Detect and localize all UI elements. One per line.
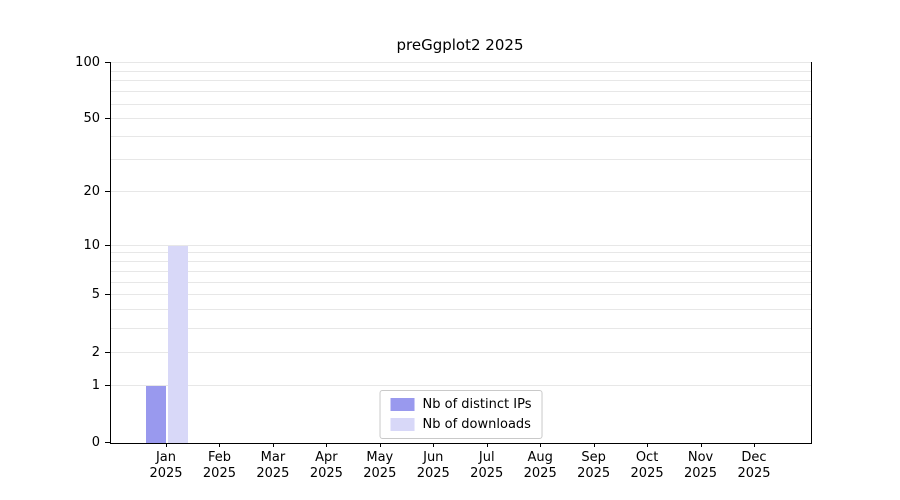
x-tick-year: 2025 xyxy=(737,466,771,481)
x-tick-label: Oct 2025 xyxy=(617,450,677,482)
gridline xyxy=(111,80,811,82)
x-tick-label: Jun 2025 xyxy=(403,450,463,482)
x-tick-label: Dec 2025 xyxy=(724,450,784,482)
y-tick-label: 50 xyxy=(83,111,100,127)
x-tick-year: 2025 xyxy=(149,466,183,481)
gridline xyxy=(111,270,811,272)
x-tick-label: Jul 2025 xyxy=(457,450,517,482)
gridline xyxy=(111,159,811,161)
legend-row: Nb of downloads xyxy=(390,417,532,432)
gridline xyxy=(111,281,811,283)
gridline xyxy=(111,244,811,246)
x-tick-year: 2025 xyxy=(256,466,290,481)
x-tick-label: May 2025 xyxy=(350,450,410,482)
y-tick-mark xyxy=(105,191,110,193)
x-tick-month: Feb xyxy=(207,450,231,465)
x-tick-month: May xyxy=(366,450,394,465)
legend-swatch-icon xyxy=(390,418,415,431)
y-tick-label: 0 xyxy=(91,435,100,450)
x-tick-year: 2025 xyxy=(683,466,718,481)
gridline xyxy=(111,62,811,63)
x-tick-month: Mar xyxy=(260,450,286,465)
x-tick-month: Jun xyxy=(423,450,444,465)
legend-swatch-icon xyxy=(390,398,415,411)
x-tick-year: 2025 xyxy=(470,466,504,481)
gridline xyxy=(111,136,811,138)
x-tick-mark xyxy=(379,443,381,447)
x-tick-label: Nov 2025 xyxy=(671,450,731,482)
gridline xyxy=(111,91,811,93)
y-tick-label: 10 xyxy=(83,237,100,253)
gridline xyxy=(111,384,811,386)
plot-area: Nb of distinct IPs Nb of downloads xyxy=(110,62,812,444)
y-tick-mark xyxy=(105,294,110,296)
gridline xyxy=(111,252,811,254)
x-tick-label: Aug 2025 xyxy=(510,450,570,482)
x-tick-mark xyxy=(326,443,328,447)
y-tick-mark xyxy=(105,62,110,63)
y-tick-label: 5 xyxy=(91,287,100,303)
y-tick-mark xyxy=(105,351,110,353)
bar-nb-of-distinct-ips xyxy=(146,385,166,443)
y-tick-label: 100 xyxy=(75,55,100,70)
y-tick-label: 20 xyxy=(83,184,100,200)
x-tick-mark xyxy=(272,443,274,447)
y-tick-label: 2 xyxy=(91,344,100,360)
x-tick-mark xyxy=(593,443,595,447)
x-tick-month: Jul xyxy=(478,450,495,465)
bar-nb-of-downloads xyxy=(168,245,188,443)
gridline xyxy=(111,261,811,263)
legend: Nb of distinct IPs Nb of downloads xyxy=(379,390,543,439)
gridline xyxy=(111,118,811,120)
gridline xyxy=(111,103,811,105)
x-tick-year: 2025 xyxy=(309,466,343,481)
x-tick-year: 2025 xyxy=(630,466,664,481)
gridline xyxy=(111,70,811,72)
x-tick-year: 2025 xyxy=(202,466,236,481)
gridline xyxy=(111,309,811,311)
y-tick-mark xyxy=(105,118,110,120)
x-tick-label: Feb 2025 xyxy=(189,450,249,482)
x-tick-label: Apr 2025 xyxy=(296,450,356,482)
x-tick-label: Jan 2025 xyxy=(136,450,196,482)
x-tick-mark xyxy=(647,443,649,447)
y-tick-mark xyxy=(105,442,110,443)
gridline xyxy=(111,191,811,193)
x-tick-mark xyxy=(486,443,488,447)
x-tick-mark xyxy=(700,443,702,447)
x-tick-month: Jan xyxy=(155,450,177,465)
x-tick-mark xyxy=(433,443,435,447)
x-tick-mark xyxy=(219,443,221,447)
x-tick-year: 2025 xyxy=(523,466,557,481)
x-tick-year: 2025 xyxy=(577,466,611,481)
legend-row: Nb of distinct IPs xyxy=(390,397,532,412)
gridline xyxy=(111,327,811,329)
gridline xyxy=(111,351,811,353)
x-tick-mark xyxy=(166,443,167,447)
x-tick-mark xyxy=(754,443,755,447)
x-tick-month: Sep xyxy=(581,450,606,465)
x-tick-mark xyxy=(540,443,542,447)
x-tick-month: Aug xyxy=(527,450,553,465)
x-tick-year: 2025 xyxy=(363,466,397,481)
x-tick-month: Oct xyxy=(635,450,659,465)
legend-label: Nb of downloads xyxy=(422,417,531,432)
gridline xyxy=(111,294,811,296)
y-tick-mark xyxy=(105,384,110,386)
y-tick-label: 1 xyxy=(91,377,100,393)
x-tick-label: Mar 2025 xyxy=(243,450,303,482)
chart-title: preGgplot2 2025 xyxy=(396,36,524,54)
legend-label: Nb of distinct IPs xyxy=(422,397,532,412)
x-tick-month: Apr xyxy=(315,450,338,465)
x-tick-year: 2025 xyxy=(416,466,450,481)
x-tick-label: Sep 2025 xyxy=(564,450,624,482)
y-tick-mark xyxy=(105,244,110,246)
x-tick-month: Dec xyxy=(741,450,767,465)
x-tick-month: Nov xyxy=(687,450,714,465)
